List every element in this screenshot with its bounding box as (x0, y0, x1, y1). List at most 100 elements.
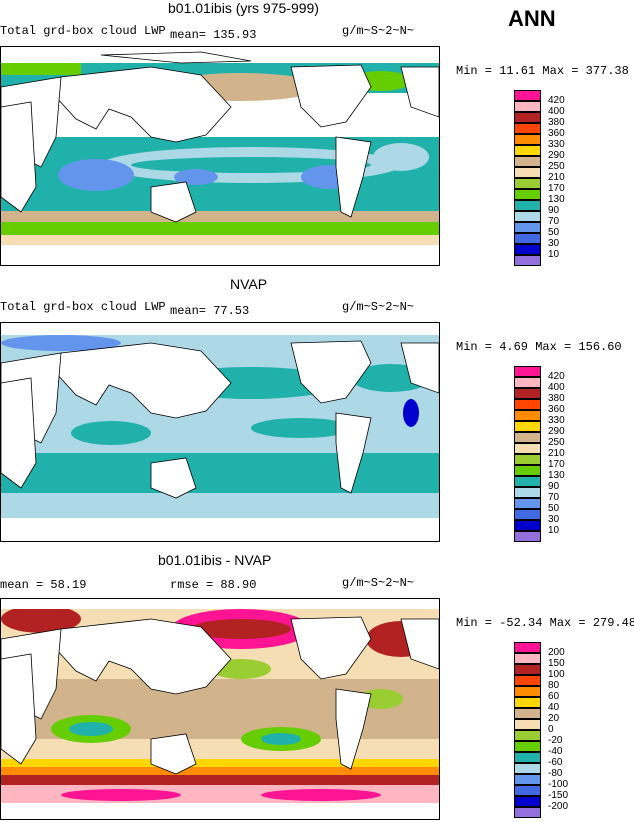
panel1-level-7: 210 (548, 172, 565, 183)
panel3-level-0: 200 (548, 647, 565, 658)
panel1-swatch-13 (514, 233, 541, 244)
panel1-swatch-0 (514, 90, 541, 101)
panel3-minmax: Min = -52.34 Max = 279.48 (456, 616, 634, 630)
panel1-map (0, 46, 440, 266)
panel1-level-11: 70 (548, 216, 560, 227)
panel2-level-5: 290 (548, 426, 565, 437)
panel1-title: b01.01ibis (yrs 975-999) (168, 0, 319, 16)
panel2-level-11: 70 (548, 492, 560, 503)
panel1-swatch-1 (514, 101, 541, 112)
panel2-minmax: Min = 4.69 Max = 156.60 (456, 340, 622, 354)
panel3-level-8: -20 (548, 735, 563, 746)
panel1-minmax: Min = 11.61 Max = 377.38 (456, 64, 629, 78)
panel2-map (0, 322, 440, 542)
panel3-units: g/m~S~2~N~ (342, 576, 415, 590)
season-label: ANN (508, 6, 556, 31)
panel1-level-6: 250 (548, 161, 565, 172)
panel2-swatch-15 (514, 531, 541, 542)
panel1-swatch-11 (514, 211, 541, 222)
panel2-swatch-12 (514, 498, 541, 509)
panel1-swatch-5 (514, 145, 541, 156)
panel3-swatch-15 (514, 807, 541, 818)
panel1-swatch-10 (514, 200, 541, 211)
panel3-map (0, 598, 440, 820)
panel3-level-5: 40 (548, 702, 560, 713)
panel1-level-4: 330 (548, 139, 565, 150)
panel2-level-1: 400 (548, 382, 565, 393)
panel2-swatch-5 (514, 421, 541, 432)
panel3-level-12: -100 (548, 779, 569, 790)
panel3-mean: mean = 58.19 (0, 578, 87, 592)
panel3-swatch-7 (514, 719, 541, 730)
panel3-level-4: 60 (548, 691, 560, 702)
panel1-level-12: 50 (548, 227, 560, 238)
panel1-level-13: 30 (548, 238, 560, 249)
panel2-swatch-10 (514, 476, 541, 487)
panel2-swatch-13 (514, 509, 541, 520)
panel1-level-3: 360 (548, 128, 565, 139)
panel2-swatch-11 (514, 487, 541, 498)
panel3-level-3: 80 (548, 680, 560, 691)
panel3-swatch-4 (514, 686, 541, 697)
panel2-level-14: 10 (548, 525, 560, 536)
panel1-swatch-15 (514, 255, 541, 266)
panel2-swatch-14 (514, 520, 541, 531)
panel3-colorbar: 200 150 100 80 60 40 20 0 -20 -40 -60 -8… (514, 642, 574, 822)
panel2-swatch-6 (514, 432, 541, 443)
panel1-swatch-14 (514, 244, 541, 255)
panel2-swatch-7 (514, 443, 541, 454)
panel1-swatch-7 (514, 167, 541, 178)
panel3-swatch-3 (514, 675, 541, 686)
panel2-variable-label: Total grd-box cloud LWP (0, 300, 166, 314)
panel1-swatch-8 (514, 178, 541, 189)
panel2-swatch-2 (514, 388, 541, 399)
panel1-level-8: 170 (548, 183, 565, 194)
panel1-level-0: 420 (548, 95, 565, 106)
panel1-units: g/m~S~2~N~ (342, 24, 415, 38)
panel1-swatch-12 (514, 222, 541, 233)
panel3-level-13: -150 (548, 790, 569, 801)
panel3-swatch-0 (514, 642, 541, 653)
panel1-swatch-2 (514, 112, 541, 123)
panel3-swatch-8 (514, 730, 541, 741)
panel3-swatch-5 (514, 697, 541, 708)
panel3-rmse: rmse = 88.90 (170, 578, 257, 592)
panel2-colorbar: 420 400 380 360 330 290 250 210 170 130 … (514, 366, 574, 546)
panel3-level-6: 20 (548, 713, 560, 724)
panel1-swatch-9 (514, 189, 541, 200)
panel2-swatch-0 (514, 366, 541, 377)
panel2-level-7: 210 (548, 448, 565, 459)
panel1-swatch-4 (514, 134, 541, 145)
panel1-swatch-3 (514, 123, 541, 134)
panel2-map-svg (1, 323, 439, 541)
panel2-title: NVAP (230, 276, 268, 292)
panel1-mean: mean= 135.93 (170, 28, 257, 42)
panel3-swatch-9 (514, 741, 541, 752)
panel2-level-4: 330 (548, 415, 565, 426)
panel1-level-9: 130 (548, 194, 565, 205)
panel3-level-14: -200 (548, 801, 569, 812)
panel3-swatch-14 (514, 796, 541, 807)
panel2-swatch-3 (514, 399, 541, 410)
panel2-level-13: 30 (548, 514, 560, 525)
panel1-level-14: 10 (548, 249, 560, 260)
panel3-map-svg (1, 599, 439, 819)
panel3-level-2: 100 (548, 669, 565, 680)
panel2-swatch-8 (514, 454, 541, 465)
panel3-swatch-6 (514, 708, 541, 719)
panel1-level-10: 90 (548, 205, 560, 216)
panel2-level-9: 130 (548, 470, 565, 481)
panel1-colorbar: 420 400 380 360 330 290 250 210 170 130 … (514, 90, 574, 270)
panel2-level-3: 360 (548, 404, 565, 415)
panel2-level-10: 90 (548, 481, 560, 492)
panel2-units: g/m~S~2~N~ (342, 300, 415, 314)
panel1-swatch-6 (514, 156, 541, 167)
panel2-swatch-1 (514, 377, 541, 388)
panel3-swatch-2 (514, 664, 541, 675)
panel1-level-2: 380 (548, 117, 565, 128)
panel2-level-2: 380 (548, 393, 565, 404)
panel2-swatch-9 (514, 465, 541, 476)
panel3-swatch-13 (514, 785, 541, 796)
panel2-mean: mean= 77.53 (170, 304, 250, 318)
panel2-level-8: 170 (548, 459, 565, 470)
